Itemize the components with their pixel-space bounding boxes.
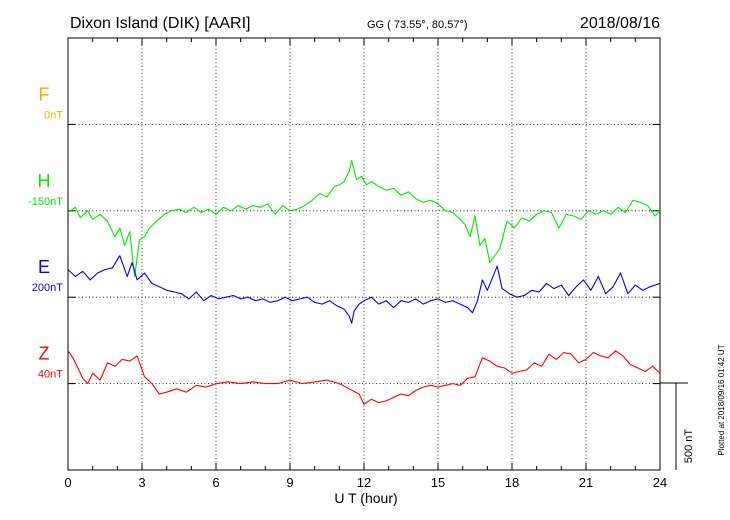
station-title: Dixon Island (DIK) [AARI] bbox=[70, 15, 251, 32]
x-axis-ticks: 0 3 6 9 12 15 18 21 24 bbox=[64, 38, 667, 490]
plotted-note: Plotted at 2018/09/16 01:42 UT bbox=[717, 344, 726, 455]
series-name-h: H bbox=[38, 171, 51, 191]
series-name-f: F bbox=[39, 84, 50, 104]
plot-frame bbox=[67, 37, 661, 471]
series-line-e bbox=[67, 255, 661, 324]
chart-date: 2018/08/16 bbox=[580, 15, 660, 32]
grid-lines bbox=[68, 38, 660, 470]
x-tick-label: 21 bbox=[579, 475, 593, 490]
x-tick-label: 12 bbox=[357, 475, 371, 490]
band-ticks bbox=[68, 123, 660, 385]
series-labels: F 0nT H -150nT E 200nT Z 40nT bbox=[28, 84, 63, 380]
coordinates: GG ( 73.55°, 80.57°) bbox=[367, 19, 468, 31]
series-line-z bbox=[67, 350, 661, 405]
series-baseline-z: 40nT bbox=[38, 369, 63, 381]
series-name-e: E bbox=[38, 257, 50, 277]
x-axis-label: U T (hour) bbox=[334, 490, 397, 506]
x-tick-label: 18 bbox=[505, 475, 519, 490]
x-tick-label: 0 bbox=[64, 475, 71, 490]
series-baseline-e: 200nT bbox=[32, 282, 63, 294]
series-lines bbox=[67, 160, 661, 405]
x-tick-label: 9 bbox=[286, 475, 293, 490]
scale-bar-label: 500 nT bbox=[683, 429, 695, 464]
x-tick-label: 15 bbox=[431, 475, 445, 490]
series-baseline-h: -150nT bbox=[28, 196, 63, 208]
x-tick-label: 3 bbox=[138, 475, 145, 490]
x-tick-label: 6 bbox=[212, 475, 219, 490]
x-tick-label: 24 bbox=[653, 475, 667, 490]
series-line-h bbox=[67, 160, 661, 278]
series-name-z: Z bbox=[39, 344, 50, 364]
series-baseline-f: 0nT bbox=[44, 109, 63, 121]
scale-bar: 500 nT bbox=[660, 382, 695, 470]
